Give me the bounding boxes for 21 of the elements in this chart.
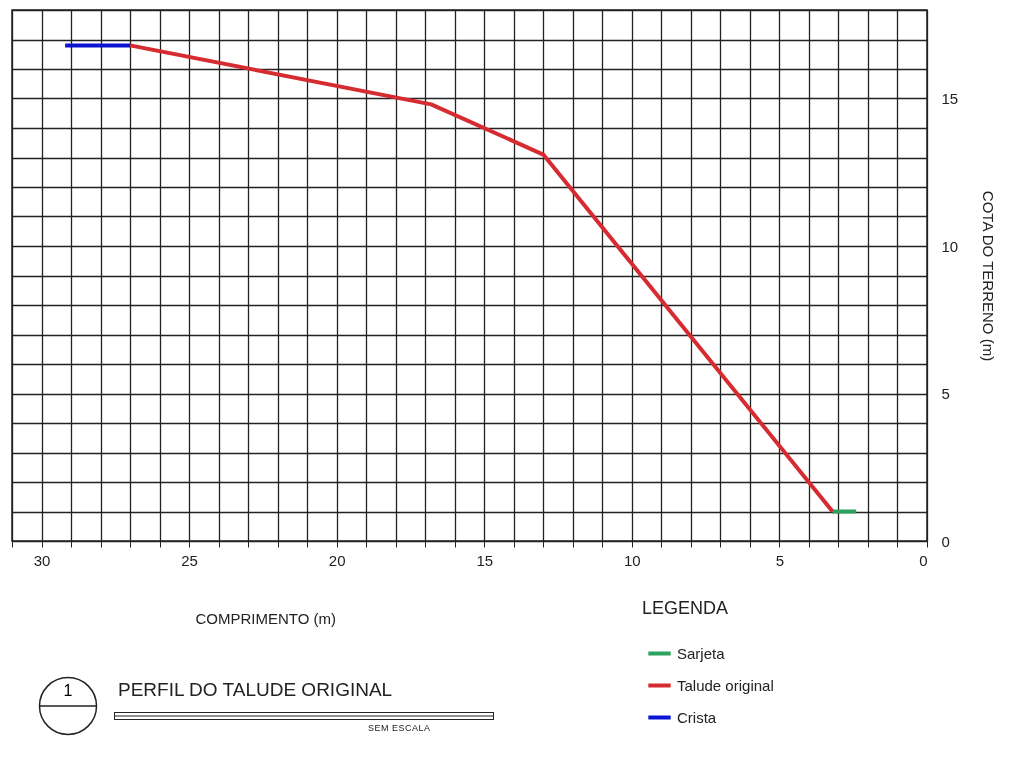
legend-label: Crista <box>677 708 717 726</box>
x-tick-label: 10 <box>623 551 641 569</box>
y-tick-label: 5 <box>941 385 950 402</box>
x-tick-label: 5 <box>775 551 785 569</box>
legend-title: LEGENDA <box>642 598 729 618</box>
x-axis-title: COMPRIMENTO (m) <box>195 609 337 627</box>
legend-label: Talude original <box>677 676 774 694</box>
x-tick-label: 30 <box>33 551 51 569</box>
text: PERFIL DO TALUDE ORIGINAL <box>118 679 393 701</box>
x-tick-label: 20 <box>328 551 346 569</box>
y-axis-title: COTA DO TERRENO (m) <box>980 190 998 362</box>
x-tick-label: 0 <box>919 551 928 569</box>
text: 1 <box>62 682 74 700</box>
x-tick-label: 25 <box>181 551 198 569</box>
y-tick-label: 10 <box>941 237 959 255</box>
text: SEM ESCALA <box>368 723 431 733</box>
x-tick-label: 15 <box>476 551 494 569</box>
y-tick-label: 0 <box>941 532 950 550</box>
line-series <box>128 43 835 514</box>
legend-label: Sarjeta <box>677 644 726 662</box>
y-tick-label: 15 <box>941 90 959 107</box>
